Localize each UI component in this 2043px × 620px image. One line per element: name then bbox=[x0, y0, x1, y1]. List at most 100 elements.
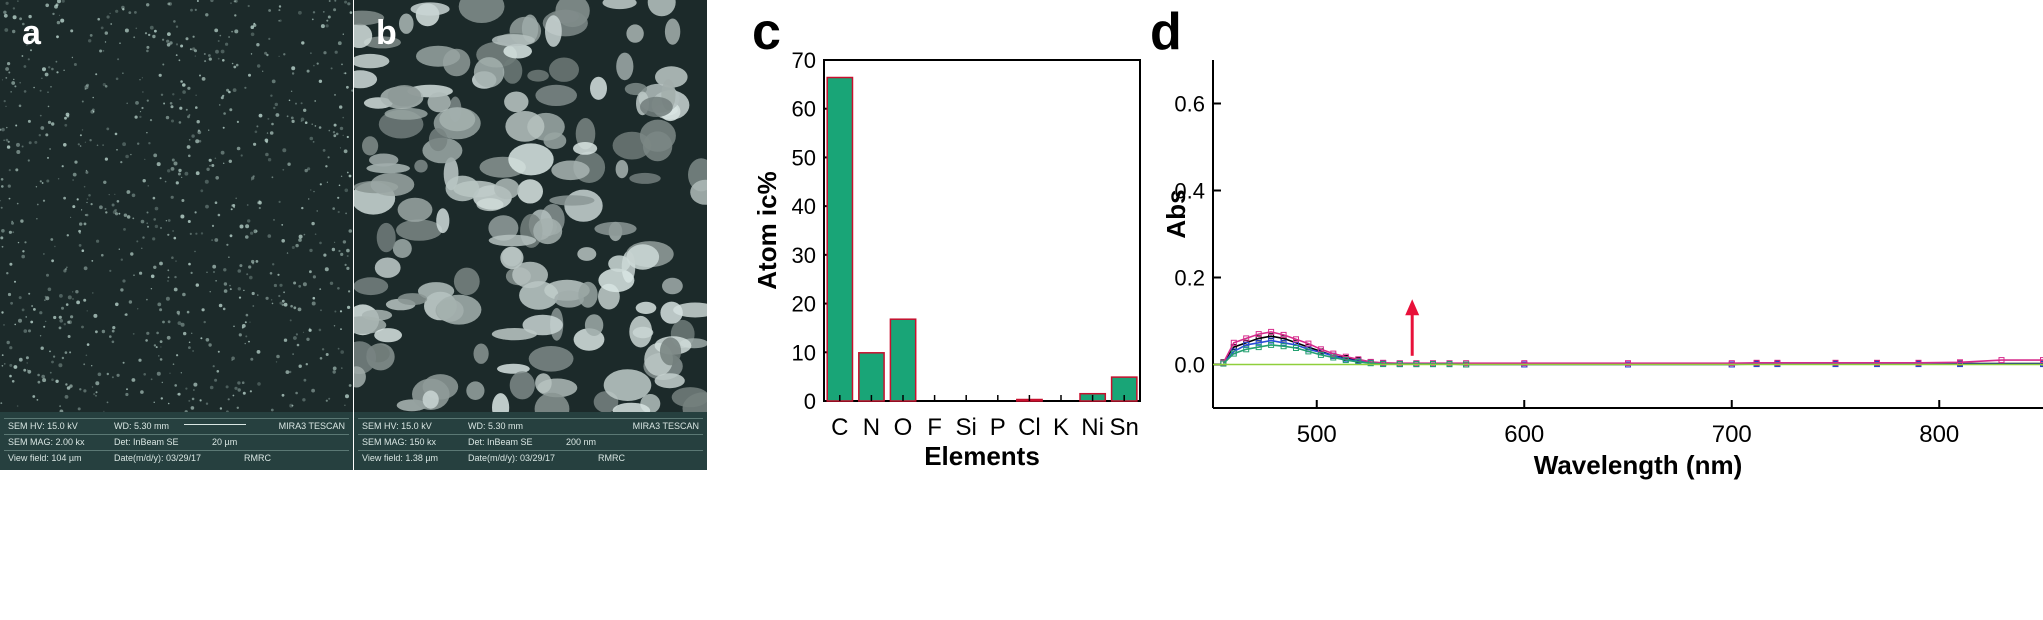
spectrum-marker bbox=[1268, 341, 1275, 348]
sem-particle bbox=[152, 34, 156, 39]
sem-particle bbox=[208, 343, 212, 347]
sem-particle bbox=[139, 79, 141, 81]
sem-particle bbox=[90, 203, 93, 206]
sem-particle bbox=[5, 1, 9, 5]
sem-particle bbox=[328, 129, 331, 132]
sem-particle bbox=[194, 55, 197, 57]
sem-particle bbox=[348, 384, 352, 387]
sem-particle bbox=[84, 88, 87, 90]
sem-particle bbox=[211, 224, 215, 227]
sem-particle bbox=[159, 261, 163, 266]
sem-particle bbox=[241, 381, 245, 385]
sem-particle bbox=[90, 109, 95, 114]
sem-particle bbox=[22, 22, 25, 26]
sem-particle bbox=[112, 326, 116, 330]
sem-particle bbox=[52, 12, 55, 16]
sem-grain bbox=[640, 96, 673, 117]
sem-particle bbox=[42, 67, 46, 72]
sem-particle bbox=[273, 218, 275, 221]
spectrum-marker bbox=[1625, 360, 1631, 367]
sem-particle bbox=[205, 402, 209, 405]
sem-particle bbox=[146, 211, 149, 214]
sem-particle bbox=[86, 201, 88, 204]
sem-particle bbox=[81, 100, 84, 103]
sem-particle bbox=[258, 200, 262, 205]
sem-grain bbox=[436, 208, 450, 234]
sem-particle bbox=[251, 259, 255, 264]
sem-particle bbox=[63, 143, 67, 147]
sem-particle bbox=[245, 335, 248, 338]
sem-particle bbox=[133, 36, 136, 39]
sem-grain bbox=[354, 70, 378, 89]
sem-grain bbox=[436, 294, 482, 325]
sem-det: Det: InBeam SE bbox=[114, 437, 179, 447]
sem-particle bbox=[288, 99, 291, 102]
spectrum-marker bbox=[1255, 344, 1262, 351]
sem-particle bbox=[194, 49, 197, 53]
sem-grain bbox=[535, 373, 552, 393]
sem-particle bbox=[66, 115, 70, 118]
sem-particle bbox=[116, 149, 118, 151]
sem-particle bbox=[308, 328, 312, 332]
sem-particle bbox=[319, 357, 323, 360]
sem-particle bbox=[45, 133, 49, 137]
sem-particle bbox=[338, 184, 341, 187]
spectrum-marker bbox=[1998, 357, 2005, 364]
sem-particle bbox=[55, 3, 59, 7]
spectrum-marker bbox=[1255, 335, 1262, 342]
sem-particle bbox=[150, 378, 153, 381]
sem-particle bbox=[281, 239, 286, 243]
sem-particle bbox=[103, 180, 107, 184]
sem-particle bbox=[253, 23, 257, 27]
sem-particle bbox=[283, 291, 285, 294]
sem-particle bbox=[70, 29, 74, 33]
sem-grain bbox=[392, 239, 412, 258]
bar-O bbox=[889, 318, 917, 402]
sem-particle bbox=[17, 0, 19, 2]
sem-particle bbox=[59, 405, 61, 407]
sem-particle bbox=[75, 290, 79, 294]
sem-particle bbox=[145, 339, 148, 342]
sem-brand: MIRA3 TESCAN bbox=[278, 421, 345, 431]
sem-particle bbox=[289, 370, 292, 374]
sem-particle bbox=[234, 386, 238, 390]
y-tick-label: 30 bbox=[792, 243, 816, 268]
sem-particle bbox=[140, 219, 145, 224]
sem-particle bbox=[3, 139, 5, 141]
sem-particle bbox=[248, 265, 252, 269]
sem-particle bbox=[153, 344, 157, 347]
sem-particle bbox=[83, 266, 88, 271]
sem-particle bbox=[342, 33, 344, 35]
sem-particle bbox=[236, 406, 239, 409]
sem-particle bbox=[57, 0, 61, 4]
sem-particle bbox=[51, 378, 54, 382]
sem-grain bbox=[354, 53, 390, 69]
sem-particle bbox=[37, 380, 41, 384]
sem-particle bbox=[235, 63, 239, 67]
sem-particle bbox=[175, 25, 179, 28]
sem-grain bbox=[549, 57, 579, 82]
sem-particle bbox=[220, 150, 225, 155]
spectrum-marker bbox=[1342, 357, 1349, 364]
sem-particle bbox=[340, 328, 342, 330]
sem-particle bbox=[156, 331, 159, 335]
sem-particle bbox=[116, 373, 120, 377]
sem-particle bbox=[21, 308, 25, 312]
sem-particle bbox=[235, 197, 237, 200]
sem-particle bbox=[153, 153, 158, 158]
sem-particle bbox=[21, 145, 24, 148]
sem-particle bbox=[175, 181, 179, 185]
sem-particle bbox=[313, 64, 315, 67]
sem-grain bbox=[427, 92, 451, 113]
sem-particle bbox=[344, 263, 347, 266]
sem-grain bbox=[584, 314, 604, 336]
sem-particle bbox=[13, 365, 18, 369]
spectrum-marker bbox=[1220, 360, 1227, 367]
sem-particle bbox=[257, 294, 259, 296]
sem-particle bbox=[12, 15, 17, 20]
sem-particle bbox=[264, 138, 269, 143]
sem-particle bbox=[181, 199, 185, 202]
sem-particle bbox=[149, 25, 154, 30]
sem-particle bbox=[1, 229, 5, 233]
sem-particle bbox=[343, 149, 348, 154]
